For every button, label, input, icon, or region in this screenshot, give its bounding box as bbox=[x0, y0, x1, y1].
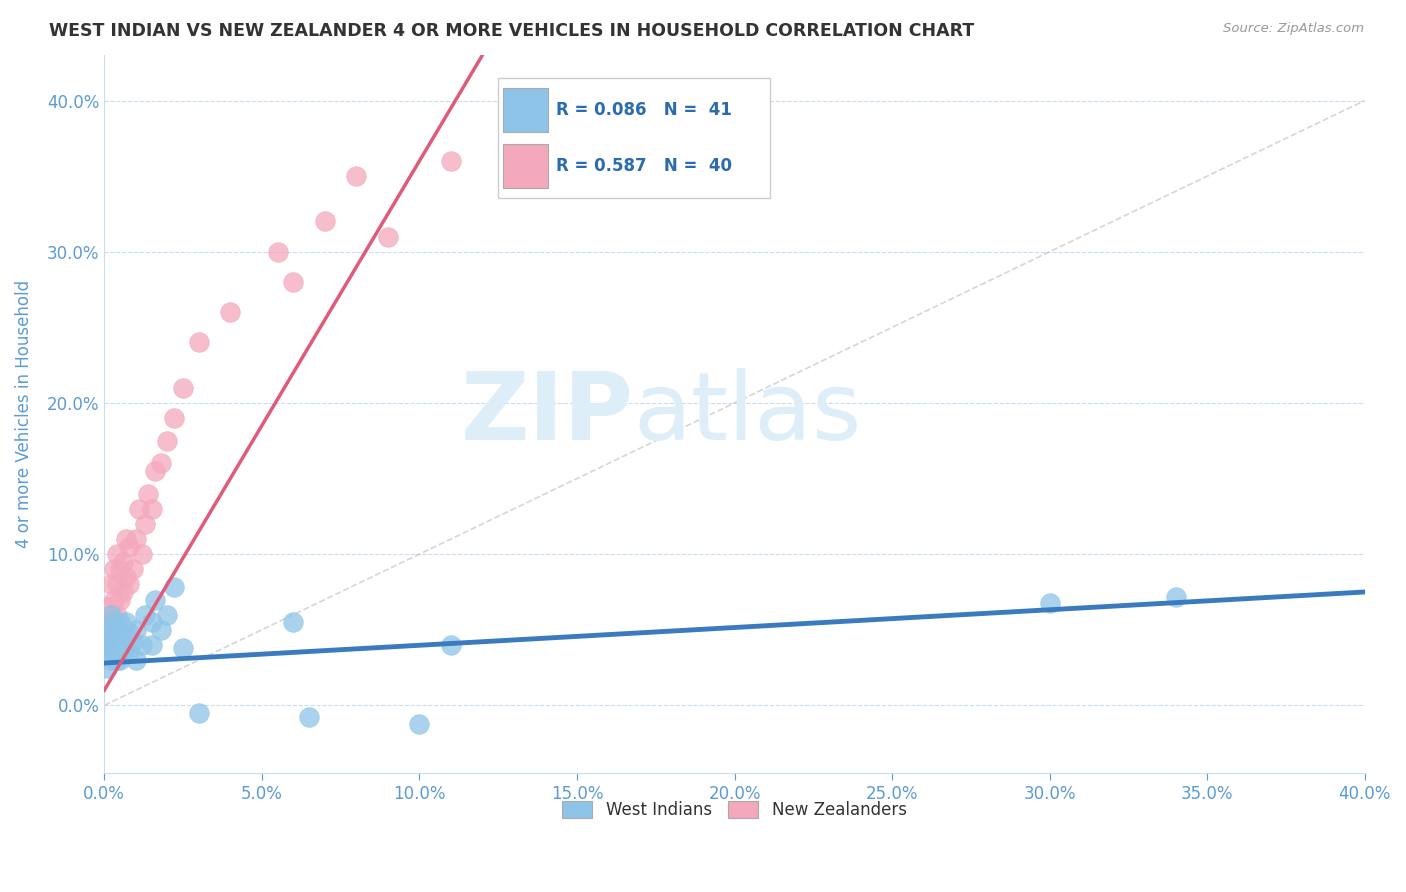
Point bbox=[138, 486, 160, 500]
Point bbox=[219, 305, 242, 319]
Point bbox=[440, 153, 463, 168]
Point bbox=[105, 577, 128, 591]
Point bbox=[108, 562, 131, 576]
Point bbox=[96, 638, 118, 652]
Point bbox=[96, 660, 118, 674]
Point bbox=[143, 464, 166, 478]
Point bbox=[162, 581, 184, 595]
Legend: West Indians, New Zealanders: West Indians, New Zealanders bbox=[555, 795, 914, 826]
Point bbox=[100, 623, 122, 637]
Text: WEST INDIAN VS NEW ZEALANDER 4 OR MORE VEHICLES IN HOUSEHOLD CORRELATION CHART: WEST INDIAN VS NEW ZEALANDER 4 OR MORE V… bbox=[49, 22, 974, 40]
Point bbox=[112, 645, 135, 659]
Point bbox=[156, 607, 179, 622]
Point bbox=[134, 607, 156, 622]
Point bbox=[121, 635, 143, 649]
Point bbox=[131, 638, 153, 652]
Point bbox=[115, 570, 138, 584]
Point bbox=[115, 638, 138, 652]
Point bbox=[96, 631, 118, 645]
Point bbox=[105, 623, 128, 637]
Point bbox=[103, 631, 125, 645]
Point bbox=[118, 645, 141, 659]
Point bbox=[283, 615, 305, 630]
Y-axis label: 4 or more Vehicles in Household: 4 or more Vehicles in Household bbox=[15, 280, 32, 549]
Point bbox=[1164, 590, 1187, 604]
Point bbox=[187, 706, 209, 720]
Point bbox=[108, 615, 131, 630]
Point bbox=[377, 229, 399, 244]
Point bbox=[125, 532, 148, 546]
Point bbox=[187, 335, 209, 350]
Point bbox=[112, 625, 135, 640]
Point bbox=[149, 457, 172, 471]
Text: ZIP: ZIP bbox=[461, 368, 634, 460]
Point bbox=[141, 615, 163, 630]
Point bbox=[100, 625, 122, 640]
Point bbox=[408, 716, 430, 731]
Point bbox=[105, 638, 128, 652]
Point bbox=[121, 562, 143, 576]
Point bbox=[96, 615, 118, 630]
Point bbox=[96, 645, 118, 659]
Point bbox=[100, 607, 122, 622]
Point bbox=[96, 600, 118, 615]
Point bbox=[128, 501, 150, 516]
Point bbox=[112, 555, 135, 569]
Point bbox=[115, 615, 138, 630]
Point bbox=[162, 411, 184, 425]
Point bbox=[108, 653, 131, 667]
Point bbox=[156, 434, 179, 448]
Text: atlas: atlas bbox=[634, 368, 862, 460]
Point bbox=[298, 710, 321, 724]
Point bbox=[105, 653, 128, 667]
Point bbox=[118, 625, 141, 640]
Point bbox=[103, 562, 125, 576]
Point bbox=[344, 169, 367, 183]
Point bbox=[100, 653, 122, 667]
Point bbox=[108, 635, 131, 649]
Point bbox=[172, 381, 194, 395]
Point bbox=[283, 275, 305, 289]
Point bbox=[103, 592, 125, 607]
Point bbox=[131, 547, 153, 561]
Point bbox=[141, 501, 163, 516]
Point bbox=[125, 623, 148, 637]
Point bbox=[134, 516, 156, 531]
Point bbox=[105, 607, 128, 622]
Point bbox=[172, 640, 194, 655]
Point bbox=[100, 577, 122, 591]
Point bbox=[100, 638, 122, 652]
Point bbox=[108, 592, 131, 607]
Point bbox=[1039, 596, 1062, 610]
Point bbox=[440, 638, 463, 652]
Point bbox=[103, 615, 125, 630]
Point bbox=[115, 532, 138, 546]
Point bbox=[314, 214, 336, 228]
Point bbox=[100, 607, 122, 622]
Point bbox=[143, 592, 166, 607]
Point bbox=[141, 638, 163, 652]
Point bbox=[118, 540, 141, 554]
Point bbox=[112, 585, 135, 599]
Point bbox=[125, 653, 148, 667]
Point bbox=[266, 244, 288, 259]
Point bbox=[149, 623, 172, 637]
Point bbox=[103, 645, 125, 659]
Point bbox=[103, 615, 125, 630]
Point bbox=[118, 577, 141, 591]
Point bbox=[105, 547, 128, 561]
Text: Source: ZipAtlas.com: Source: ZipAtlas.com bbox=[1223, 22, 1364, 36]
